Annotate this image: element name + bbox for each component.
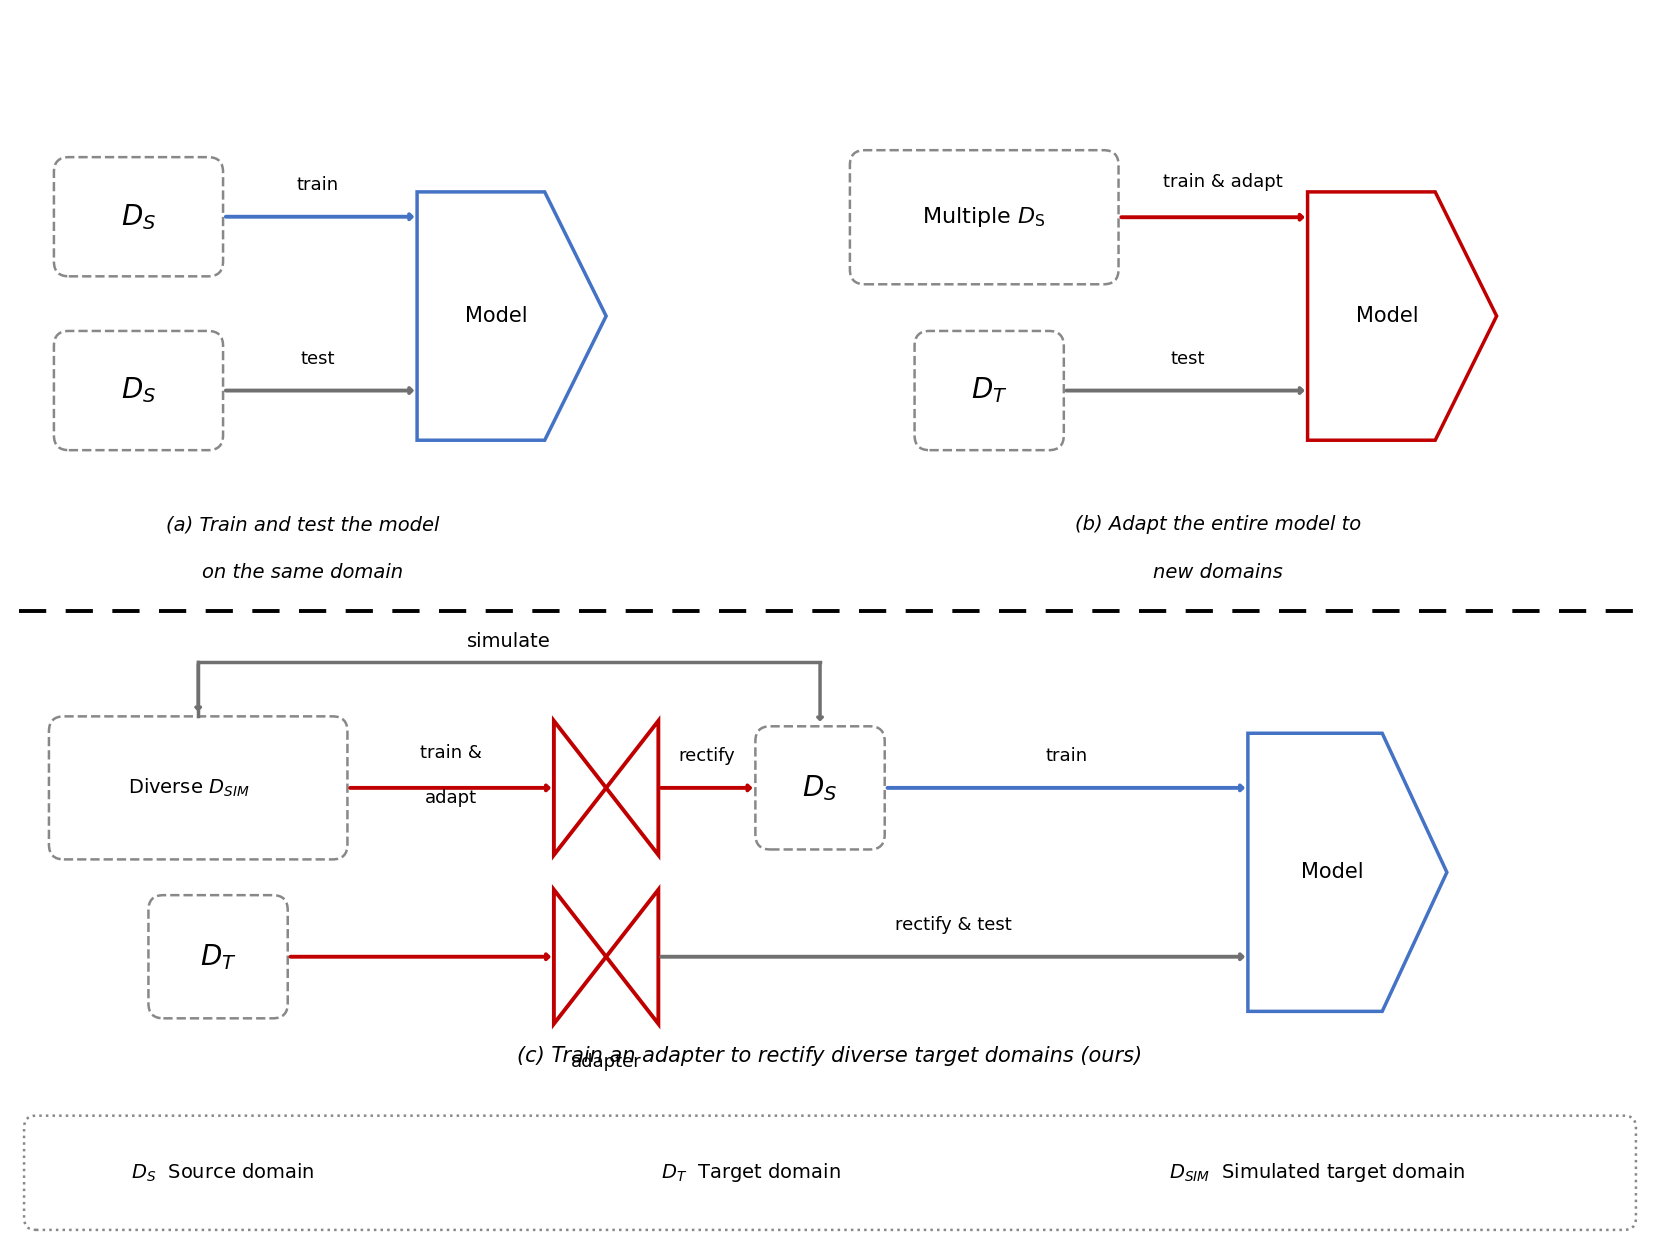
Polygon shape — [606, 720, 659, 855]
FancyBboxPatch shape — [53, 331, 222, 450]
Text: adapter: adapter — [571, 1052, 642, 1071]
Text: simulate: simulate — [468, 632, 551, 652]
Text: Diverse $D_{SIM}$: Diverse $D_{SIM}$ — [128, 776, 249, 799]
Polygon shape — [606, 889, 659, 1024]
Text: train &: train & — [420, 744, 481, 763]
Text: $D_S$: $D_S$ — [803, 773, 838, 802]
Polygon shape — [554, 720, 606, 855]
Text: on the same domain: on the same domain — [202, 562, 403, 582]
Text: (c) Train an adapter to rectify diverse target domains (ours): (c) Train an adapter to rectify diverse … — [518, 1046, 1143, 1066]
Text: adapt: adapt — [425, 789, 476, 807]
FancyBboxPatch shape — [25, 1116, 1636, 1230]
Text: new domains: new domains — [1153, 562, 1282, 582]
Text: $D_S$  Source domain: $D_S$ Source domain — [131, 1162, 315, 1184]
Text: Model: Model — [466, 306, 528, 326]
FancyBboxPatch shape — [53, 157, 222, 276]
Text: Multiple $D_{\rm S}$: Multiple $D_{\rm S}$ — [922, 205, 1047, 229]
Text: train & adapt: train & adapt — [1163, 173, 1282, 192]
FancyBboxPatch shape — [914, 331, 1063, 450]
Text: $D_T$: $D_T$ — [199, 942, 236, 972]
FancyBboxPatch shape — [148, 896, 287, 1019]
Text: $D_T$: $D_T$ — [971, 376, 1007, 406]
FancyBboxPatch shape — [755, 726, 884, 850]
Text: (a) Train and test the model: (a) Train and test the model — [166, 515, 440, 534]
Text: $D_S$: $D_S$ — [121, 376, 156, 406]
Text: $D_{SIM}$  Simulated target domain: $D_{SIM}$ Simulated target domain — [1170, 1162, 1465, 1184]
Text: Model: Model — [1355, 306, 1418, 326]
Text: rectify & test: rectify & test — [894, 916, 1012, 934]
Text: $D_T$  Target domain: $D_T$ Target domain — [660, 1162, 839, 1184]
Text: $D_S$: $D_S$ — [121, 202, 156, 231]
FancyBboxPatch shape — [50, 717, 347, 860]
Text: train: train — [297, 175, 338, 194]
Polygon shape — [554, 889, 606, 1024]
Polygon shape — [1307, 192, 1496, 440]
Text: test: test — [300, 350, 335, 368]
Polygon shape — [416, 192, 606, 440]
Text: (b) Adapt the entire model to: (b) Adapt the entire model to — [1075, 515, 1360, 534]
Text: train: train — [1045, 748, 1087, 765]
FancyBboxPatch shape — [849, 151, 1118, 285]
Text: test: test — [1171, 350, 1206, 368]
Text: rectify: rectify — [679, 748, 735, 765]
Polygon shape — [1248, 733, 1447, 1011]
Text: Model: Model — [1301, 862, 1364, 882]
